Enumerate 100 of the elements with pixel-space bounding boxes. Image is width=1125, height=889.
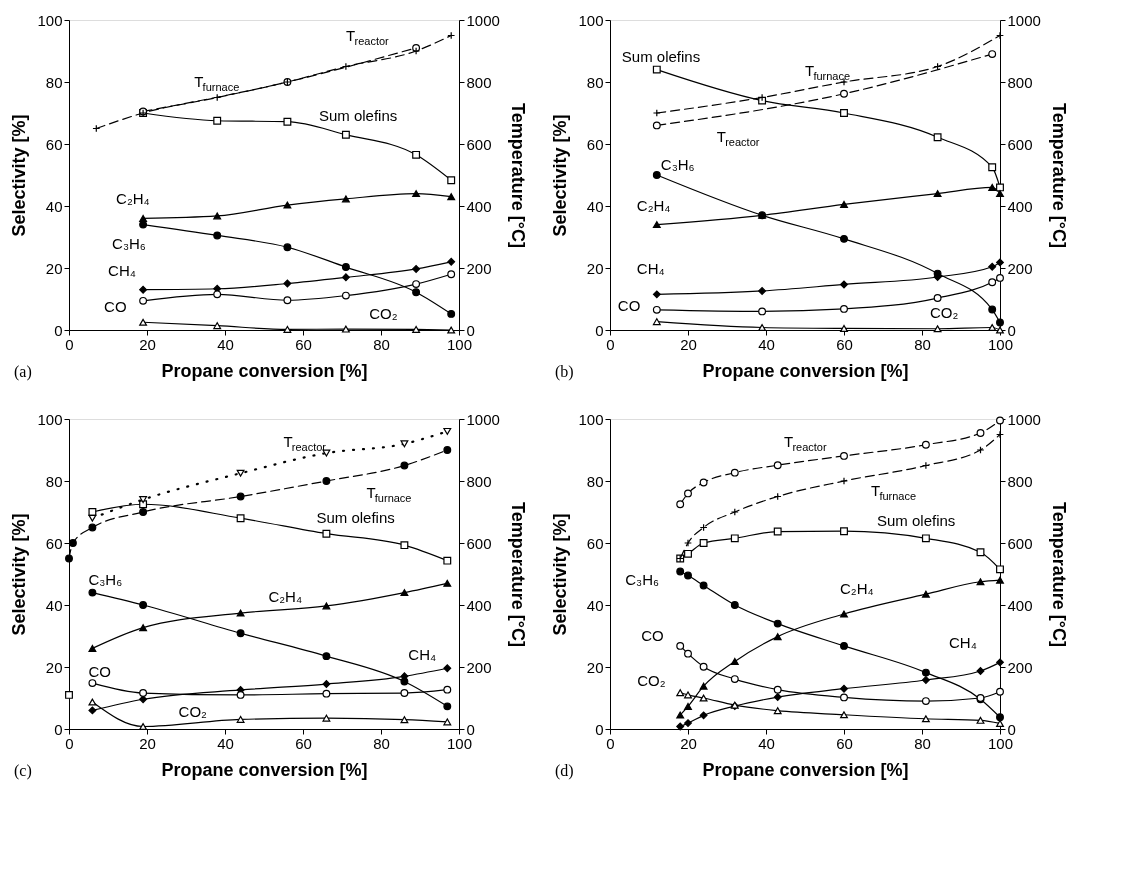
- y-axis-title: Selectivity [%]: [550, 513, 571, 636]
- y-tick-label: 100: [578, 11, 604, 29]
- x-tick-label: 40: [758, 734, 775, 752]
- x-tick-label: 80: [373, 335, 390, 353]
- text: (b): [555, 363, 574, 381]
- series-label: CO: [88, 663, 111, 681]
- y-tick-label: 80: [586, 73, 604, 91]
- y2-tick-label: 1000: [466, 11, 500, 29]
- series-label: CO₂: [369, 305, 398, 322]
- y2-tick-label: 1000: [466, 410, 500, 428]
- series-label: C₃H₆: [112, 234, 146, 252]
- y2-tick-label: 600: [1007, 135, 1033, 153]
- y2-tick-label: 200: [466, 658, 492, 676]
- y2-tick-label: 600: [466, 135, 492, 153]
- series-label: CO₂: [637, 671, 666, 689]
- y-tick-label: 100: [37, 410, 63, 428]
- x-tick-label: 60: [295, 335, 312, 353]
- series-label: C₂H₄: [116, 190, 150, 208]
- y-tick-label: 40: [586, 596, 604, 614]
- series-label: CH₄: [636, 260, 665, 278]
- x-tick-label: 20: [139, 335, 156, 353]
- y2-axis-title: Temperature [°C]: [507, 502, 528, 647]
- y2-tick-label: 400: [1007, 197, 1033, 215]
- y-tick-label: 40: [45, 197, 63, 215]
- x-tick-label: 80: [914, 335, 931, 353]
- y-axis-title: Selectivity [%]: [550, 114, 571, 237]
- series-label: C₃H₆: [625, 570, 660, 588]
- series-label: C₃H₆: [88, 570, 123, 588]
- series-label: Sum olefins: [318, 106, 398, 124]
- x-tick-label: 20: [680, 335, 697, 353]
- series-label: C₃H₆: [660, 156, 695, 173]
- series-label: CH₄: [949, 634, 977, 652]
- x-tick-label: 40: [217, 335, 234, 353]
- y2-axis-title: Temperature [°C]: [1048, 103, 1069, 248]
- y2-tick-label: 1000: [1007, 410, 1041, 428]
- y2-tick-label: 400: [466, 596, 492, 614]
- y-tick-label: 100: [37, 11, 63, 29]
- series-label: CO: [641, 626, 664, 644]
- series-label: Sum olefins: [621, 47, 701, 65]
- x-axis-title: Propane conversion [%]: [161, 360, 368, 381]
- y2-axis-title: Temperature [°C]: [507, 103, 528, 248]
- x-tick-label: 20: [139, 734, 156, 752]
- x-tick-label: 0: [606, 335, 615, 353]
- x-axis-title: Propane conversion [%]: [702, 360, 909, 381]
- y2-tick-label: 200: [1007, 658, 1033, 676]
- y2-tick-label: 800: [466, 472, 492, 490]
- text: (c): [14, 762, 32, 780]
- series-label: CH₄: [408, 646, 437, 664]
- y2-axis-title: Temperature [°C]: [1048, 502, 1069, 647]
- x-axis-title: Propane conversion [%]: [161, 759, 368, 780]
- series-label: Sum olefins: [877, 512, 956, 530]
- series-label: CH₄: [108, 261, 136, 279]
- y-tick-label: 80: [586, 472, 604, 490]
- series-label: C₂H₄: [840, 579, 874, 597]
- y-tick-label: 0: [595, 720, 604, 738]
- x-tick-label: 60: [295, 734, 312, 752]
- x-tick-label: 0: [65, 335, 74, 353]
- y-tick-label: 20: [45, 658, 63, 676]
- x-tick-label: 40: [758, 335, 775, 353]
- series-label: CO: [617, 296, 641, 314]
- y-tick-label: 0: [54, 321, 63, 339]
- x-tick-label: 20: [680, 734, 697, 752]
- series-label: CO₂: [930, 304, 959, 321]
- y-axis-title: Selectivity [%]: [9, 513, 30, 636]
- series-label: C₂H₄: [268, 587, 303, 605]
- text: (a): [14, 363, 32, 381]
- y2-tick-label: 200: [1007, 259, 1033, 277]
- text: (d): [555, 762, 574, 780]
- y2-tick-label: 800: [1007, 472, 1033, 490]
- series-label: Sum olefins: [316, 508, 395, 526]
- x-tick-label: 0: [606, 734, 615, 752]
- y-tick-label: 60: [586, 135, 604, 153]
- x-tick-label: 0: [65, 734, 74, 752]
- x-tick-label: 80: [373, 734, 390, 752]
- series-label: CO: [104, 297, 127, 315]
- y-tick-label: 40: [586, 197, 604, 215]
- x-tick-label: 60: [836, 335, 853, 353]
- y-tick-label: 40: [45, 596, 63, 614]
- y-tick-label: 0: [595, 321, 604, 339]
- y-tick-label: 60: [45, 135, 63, 153]
- y-tick-label: 60: [45, 534, 63, 552]
- y2-tick-label: 1000: [1007, 11, 1041, 29]
- x-tick-label: 60: [836, 734, 853, 752]
- y-tick-label: 20: [45, 259, 63, 277]
- y-axis-title: Selectivity [%]: [9, 114, 30, 237]
- x-tick-label: 80: [914, 734, 931, 752]
- y2-tick-label: 800: [466, 73, 492, 91]
- y2-tick-label: 600: [466, 534, 492, 552]
- y2-tick-label: 200: [466, 259, 492, 277]
- y-tick-label: 0: [54, 720, 63, 738]
- y-tick-label: 100: [578, 410, 604, 428]
- x-axis-title: Propane conversion [%]: [702, 759, 909, 780]
- y-tick-label: 80: [45, 73, 63, 91]
- series-label: CO₂: [178, 703, 208, 721]
- y2-tick-label: 800: [1007, 73, 1033, 91]
- y2-tick-label: 400: [466, 197, 492, 215]
- y-tick-label: 80: [45, 472, 63, 490]
- y-tick-label: 20: [586, 259, 604, 277]
- y-tick-label: 20: [586, 658, 604, 676]
- series-label: C₂H₄: [636, 196, 671, 214]
